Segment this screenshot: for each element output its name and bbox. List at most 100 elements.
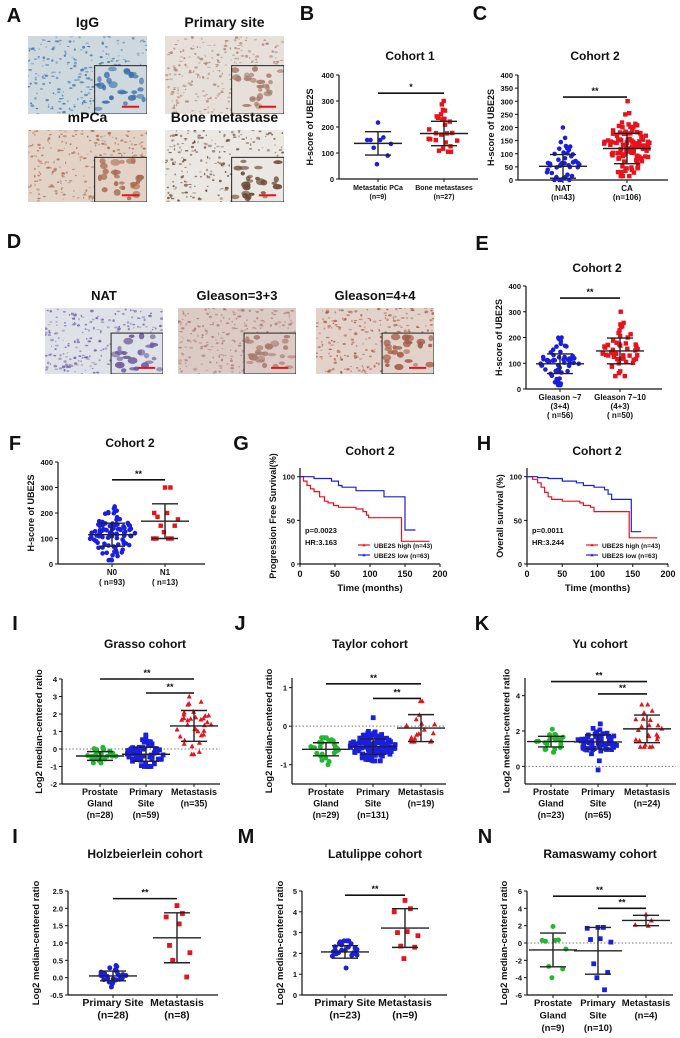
- cell-nucleus: [51, 47, 55, 51]
- cell-nucleus: [272, 309, 275, 311]
- cell-nucleus: [89, 103, 92, 105]
- cell-nucleus: [47, 139, 49, 142]
- cell-nucleus: [225, 140, 228, 143]
- cell-nucleus: [99, 55, 103, 59]
- inset-cell: [271, 181, 277, 185]
- cell-nucleus: [220, 188, 224, 190]
- data-point: [142, 764, 147, 769]
- data-point: [370, 758, 376, 764]
- cell-nucleus: [200, 345, 205, 348]
- stat-annotation: HR:3.163: [305, 538, 337, 547]
- cell-nucleus: [207, 106, 209, 109]
- y-tick-label: 400: [321, 71, 334, 80]
- inset-cell: [145, 344, 153, 348]
- cell-nucleus: [140, 145, 143, 148]
- data-point: [646, 722, 652, 728]
- cell-nucleus: [207, 77, 209, 80]
- cell-nucleus: [77, 197, 80, 199]
- cell-nucleus: [343, 334, 347, 337]
- cell-nucleus: [238, 130, 241, 134]
- data-point: [543, 367, 548, 372]
- data-point: [388, 749, 394, 754]
- cell-nucleus: [107, 319, 112, 322]
- cell-nucleus: [432, 317, 434, 320]
- y-tick-label: -1: [280, 761, 287, 770]
- inset-cell: [141, 96, 146, 103]
- cell-nucleus: [53, 364, 58, 368]
- y-axis-label: Progression Free Survival(%): [268, 453, 278, 579]
- cell-nucleus: [71, 56, 74, 58]
- cell-nucleus: [47, 166, 51, 169]
- cell-nucleus: [358, 325, 362, 328]
- cell-nucleus: [393, 323, 397, 327]
- cell-nucleus: [400, 317, 405, 319]
- cell-nucleus: [61, 176, 66, 178]
- cell-nucleus: [379, 335, 382, 339]
- cell-nucleus: [191, 80, 193, 83]
- cell-nucleus: [221, 331, 226, 333]
- data-point: [617, 130, 623, 135]
- cell-nucleus: [204, 308, 207, 311]
- cell-nucleus: [45, 333, 47, 336]
- data-point: [643, 154, 648, 159]
- cell-nucleus: [166, 186, 170, 189]
- data-point: [391, 909, 397, 915]
- cell-nucleus: [224, 51, 227, 53]
- data-point: [187, 950, 193, 956]
- cell-nucleus: [228, 164, 230, 167]
- x-tick-label: 200: [432, 569, 447, 579]
- cell-nucleus: [81, 316, 85, 318]
- cell-nucleus: [217, 194, 220, 197]
- inset-frame: [231, 156, 284, 202]
- cell-nucleus: [198, 110, 202, 113]
- panel-letter: C: [473, 3, 487, 25]
- cell-nucleus: [44, 162, 46, 165]
- data-point: [549, 170, 555, 176]
- data-point: [620, 125, 625, 130]
- y-axis-label: Overall survival (%): [495, 474, 505, 558]
- image-label: Gleason=4+4: [335, 288, 417, 303]
- cell-nucleus: [150, 312, 153, 314]
- data-point: [364, 137, 370, 143]
- stat-annotation: HR:3.244: [532, 538, 565, 547]
- cell-nucleus: [62, 198, 64, 200]
- data-point: [629, 165, 634, 170]
- data-point: [95, 540, 100, 545]
- data-point: [111, 510, 117, 516]
- group-label: Prostate: [534, 998, 572, 1009]
- cell-nucleus: [233, 323, 236, 326]
- cell-nucleus: [206, 344, 209, 346]
- cell-nucleus: [58, 107, 61, 110]
- cell-nucleus: [171, 134, 176, 137]
- cell-nucleus: [131, 152, 134, 154]
- cell-nucleus: [176, 40, 180, 42]
- data-point: [202, 713, 208, 718]
- data-point: [639, 701, 645, 707]
- cell-nucleus: [43, 59, 45, 62]
- data-point: [172, 523, 177, 528]
- data-point: [556, 335, 561, 341]
- cell-nucleus: [91, 59, 93, 62]
- data-point: [112, 549, 117, 554]
- cell-nucleus: [89, 365, 92, 367]
- data-point: [611, 354, 617, 360]
- cell-nucleus: [92, 99, 95, 102]
- cell-nucleus: [327, 370, 331, 373]
- inset-cell: [122, 351, 127, 356]
- cell-nucleus: [136, 52, 140, 55]
- cell-nucleus: [178, 359, 183, 362]
- cell-nucleus: [165, 159, 167, 162]
- cell-nucleus: [207, 341, 209, 344]
- cell-nucleus: [366, 366, 369, 369]
- data-point: [631, 357, 636, 363]
- cell-nucleus: [41, 39, 44, 41]
- cell-nucleus: [207, 308, 210, 310]
- cell-nucleus: [363, 326, 366, 329]
- cell-nucleus: [169, 194, 173, 197]
- cell-nucleus: [197, 137, 201, 140]
- cell-nucleus: [339, 355, 342, 359]
- data-point: [571, 360, 576, 366]
- cell-nucleus: [73, 58, 76, 60]
- cell-nucleus: [246, 319, 248, 321]
- cell-nucleus: [241, 138, 245, 141]
